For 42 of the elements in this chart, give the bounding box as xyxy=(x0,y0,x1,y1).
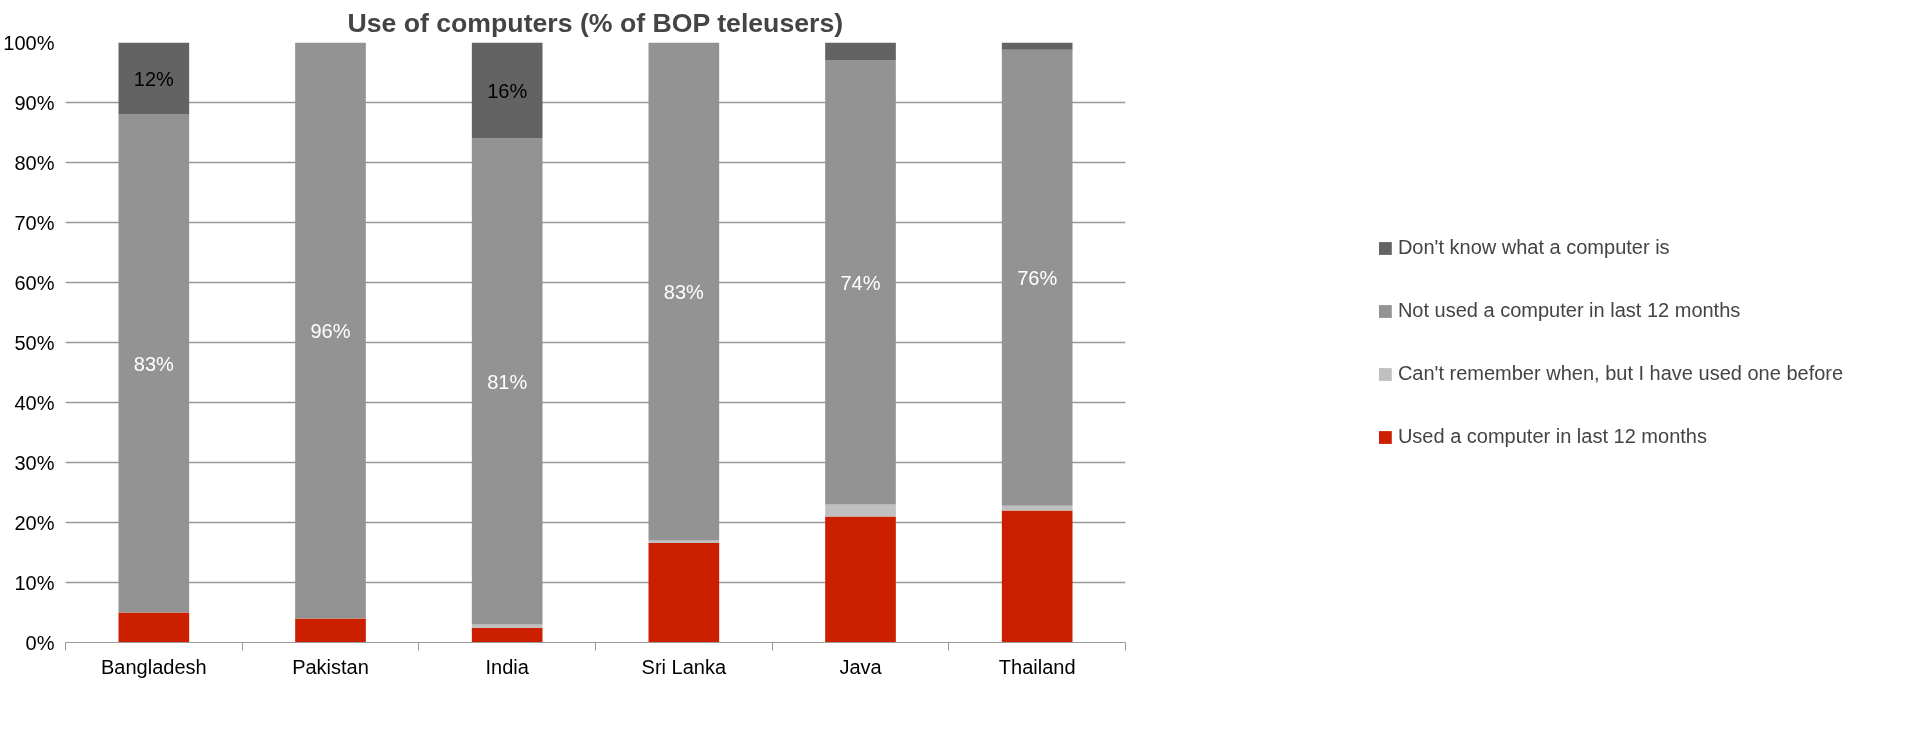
legend-label: Can't remember when, but I have used one before xyxy=(1397,362,1844,385)
y-tick-label: 10% xyxy=(14,571,55,594)
bar xyxy=(118,612,190,643)
bar xyxy=(825,42,896,61)
data-label: 81% xyxy=(487,370,528,393)
bar xyxy=(648,542,720,643)
x-tick-label: Java xyxy=(839,655,883,678)
bar xyxy=(1001,505,1073,511)
x-tick-label: Pakistan xyxy=(292,655,369,678)
x-tick-label: Thailand xyxy=(998,655,1076,678)
chart-title: Use of computers (% of BOP teleusers) xyxy=(347,7,844,38)
y-tick-label: 60% xyxy=(14,271,55,294)
y-tick-label: 80% xyxy=(14,151,55,174)
data-label: 16% xyxy=(487,79,528,102)
y-tick-label: 0% xyxy=(25,631,55,654)
data-label: 74% xyxy=(840,271,881,294)
bar xyxy=(295,618,366,643)
data-label: 83% xyxy=(133,352,175,375)
bar xyxy=(471,628,543,643)
y-tick-label: 20% xyxy=(14,511,55,534)
bar xyxy=(471,42,543,139)
bar xyxy=(118,42,190,115)
bar xyxy=(825,516,896,643)
x-tick-label: Bangladesh xyxy=(101,655,207,678)
legend-label: Used a computer in last 12 months xyxy=(1397,425,1707,448)
y-tick-label: 70% xyxy=(14,211,55,234)
legend-label: Don't know what a computer is xyxy=(1397,236,1670,259)
data-label: 96% xyxy=(310,319,351,342)
bar xyxy=(1001,42,1073,50)
bar xyxy=(825,504,896,517)
y-tick-label: 40% xyxy=(14,391,55,414)
data-label: 12% xyxy=(133,67,175,90)
legend-label: Not used a computer in last 12 months xyxy=(1397,299,1741,322)
data-label: 83% xyxy=(663,280,705,303)
y-tick-label: 50% xyxy=(14,331,55,354)
y-tick-label: 30% xyxy=(14,451,55,474)
y-tick-label: 90% xyxy=(14,91,55,114)
y-tick-label: 100% xyxy=(3,31,55,54)
bar xyxy=(1001,510,1073,643)
x-tick-label: Sri Lanka xyxy=(641,655,727,678)
data-label: 76% xyxy=(1017,266,1058,289)
x-tick-label: India xyxy=(485,655,530,678)
